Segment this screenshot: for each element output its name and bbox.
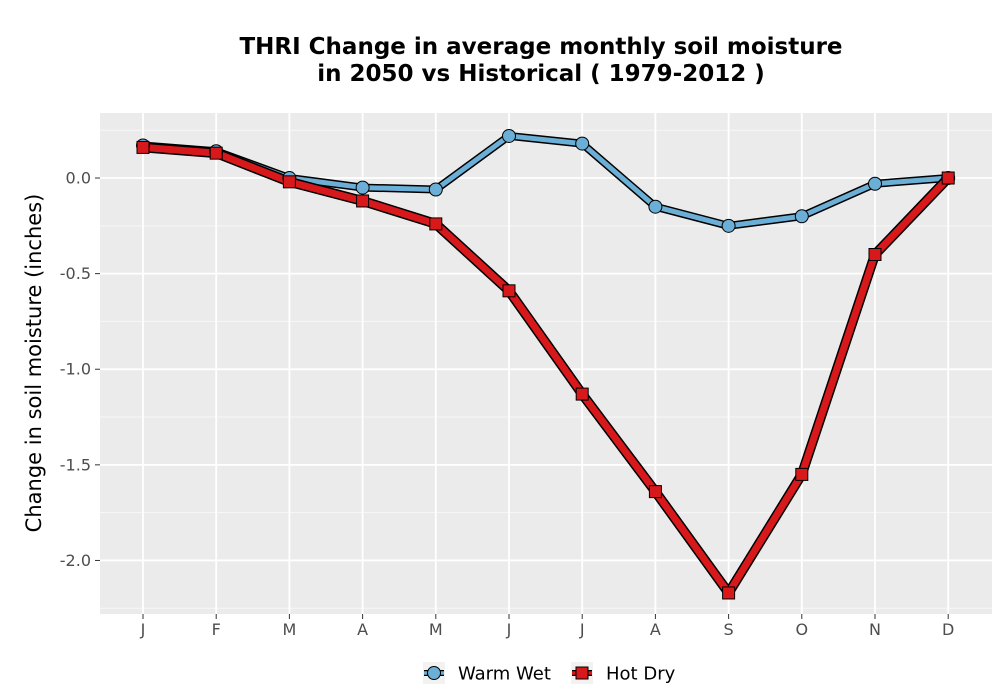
y-axis-ticks: 0.0 -0.5 -1.0 -1.5 -2.0: [60, 169, 100, 570]
y-tick-label: -0.5: [60, 264, 91, 283]
series-lines: [138, 131, 954, 598]
data-point: [868, 248, 882, 262]
data-point: [648, 485, 662, 499]
x-tick-label: O: [796, 620, 809, 639]
legend-key-marker: [427, 666, 441, 680]
x-tick-label: A: [650, 620, 661, 639]
y-tick-label: 0.0: [66, 169, 91, 188]
data-point: [209, 146, 223, 160]
data-point: [502, 128, 516, 143]
chart-title-line-2: in 2050 vs Historical ( 1979-2012 ): [317, 61, 764, 87]
legend: Warm Wet Hot Dry: [423, 662, 676, 685]
legend-label: Hot Dry: [606, 664, 676, 685]
series-line: [139, 143, 952, 597]
data-point: [356, 194, 370, 208]
x-tick-label: J: [506, 620, 512, 639]
y-tick-label: -1.0: [60, 360, 91, 379]
data-point: [795, 467, 809, 481]
y-tick-label: -1.5: [60, 455, 91, 474]
data-point: [721, 218, 736, 233]
x-tick-label: D: [942, 620, 954, 639]
data-point: [575, 136, 590, 151]
x-tick-label: A: [357, 620, 368, 639]
grid-lines: [100, 113, 992, 614]
data-point: [355, 180, 370, 195]
y-tick-label: -2.0: [60, 551, 91, 570]
y-axis-label: Change in soil moisture (inches): [22, 194, 46, 533]
data-point: [136, 140, 150, 154]
series-markers: [136, 128, 956, 600]
x-tick-label: J: [579, 620, 585, 639]
data-point: [648, 199, 663, 214]
data-point: [429, 217, 443, 231]
x-tick-label: M: [429, 620, 443, 639]
data-point: [502, 284, 516, 298]
x-tick-label: N: [869, 620, 881, 639]
x-tick-label: M: [282, 620, 296, 639]
data-point: [575, 387, 589, 401]
data-point: [868, 176, 882, 191]
data-point: [282, 175, 296, 189]
data-point: [794, 209, 809, 224]
x-tick-label: S: [724, 620, 734, 639]
data-point: [941, 171, 955, 185]
data-point: [722, 586, 736, 600]
chart-title-line-1: THRI Change in average monthly soil mois…: [239, 34, 842, 60]
legend-label: Warm Wet: [458, 664, 551, 685]
legend-key-marker: [575, 666, 589, 680]
x-tick-label: F: [212, 620, 221, 639]
data-point: [428, 182, 443, 197]
x-tick-label: J: [140, 620, 146, 639]
